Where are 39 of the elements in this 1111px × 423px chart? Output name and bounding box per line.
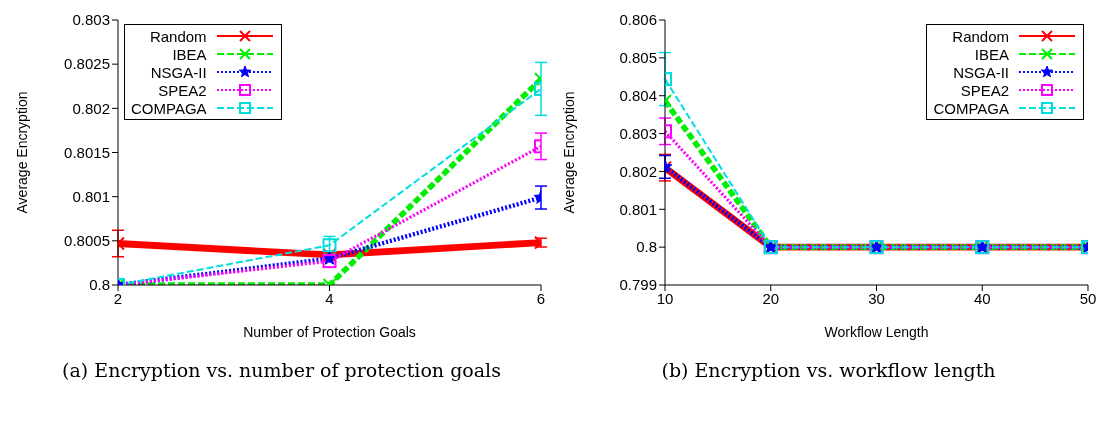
x-axis-title: Workflow Length xyxy=(824,324,929,340)
x-tick-label: 10 xyxy=(656,289,674,307)
y-tick-label: 0.801 xyxy=(619,200,657,218)
legend-label: COMPAGA xyxy=(933,99,1009,117)
text: (b) Encryption vs. workflow length xyxy=(660,359,997,381)
x-tick-label: 6 xyxy=(536,289,546,307)
legend-label: NSGA-II xyxy=(953,63,1009,81)
y-axis-title: Average Encryption xyxy=(560,91,577,214)
x-tick-label: 20 xyxy=(762,289,780,307)
legend-label: IBEA xyxy=(172,45,207,63)
legend-label: Random xyxy=(149,27,207,45)
legend-label: NSGA-II xyxy=(150,63,207,81)
y-tick-label: 0.8015 xyxy=(64,143,110,161)
y-tick-label: 0.805 xyxy=(619,49,657,67)
y-tick-label: 0.804 xyxy=(619,87,657,105)
y-axis-title: Average Encryption xyxy=(13,91,30,214)
y-tick-label: 0.806 xyxy=(619,11,657,29)
legend-label: COMPAGA xyxy=(131,99,207,117)
text: (a) Encryption vs. number of protection goals xyxy=(61,359,502,381)
x-tick-label: 40 xyxy=(973,289,991,307)
y-tick-label: 0.803 xyxy=(619,124,657,142)
y-tick-label: 0.8 xyxy=(636,238,657,256)
x-tick-label: 4 xyxy=(325,289,334,307)
x-axis-title: Number of Protection Goals xyxy=(243,324,416,340)
y-tick-label: 0.801 xyxy=(72,187,110,205)
y-tick-label: 0.802 xyxy=(72,99,110,117)
y-tick-label: 0.8 xyxy=(89,276,110,294)
x-tick-label: 2 xyxy=(113,289,123,307)
y-tick-label: 0.8005 xyxy=(64,232,110,250)
legend-label: IBEA xyxy=(974,45,1009,63)
legend-label: SPEA2 xyxy=(158,81,207,99)
x-tick-label: 50 xyxy=(1079,289,1097,307)
y-tick-label: 0.799 xyxy=(619,276,657,294)
legend-label: Random xyxy=(952,27,1009,45)
y-tick-label: 0.803 xyxy=(72,11,110,29)
legend-label: SPEA2 xyxy=(960,81,1009,99)
y-tick-label: 0.802 xyxy=(619,162,657,180)
y-tick-label: 0.8025 xyxy=(64,55,110,73)
x-tick-label: 30 xyxy=(868,289,885,307)
